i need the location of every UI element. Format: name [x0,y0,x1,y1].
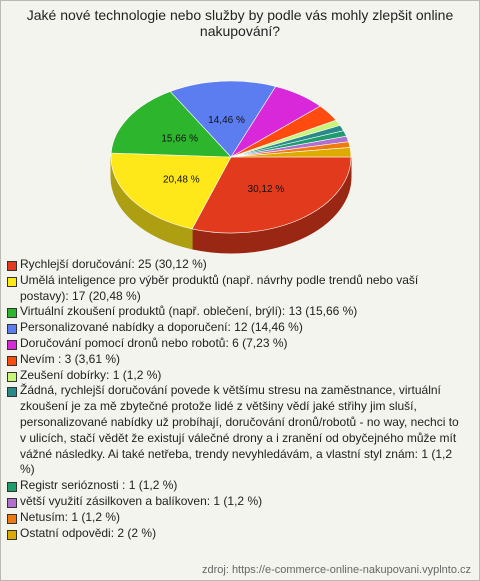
legend-item: Doručování pomocí dronů nebo robotů: 6 (… [7,336,463,352]
source: zdroj: https://e-commerce-online-nakupov… [201,564,471,576]
legend-swatch [7,355,17,366]
legend: Rychlejší doručování: 25 (30,12 %) Umělá … [7,257,463,541]
legend-item: Umělá inteligence pro výběr produktů (na… [7,273,463,305]
legend-item: Žádná, rychlejší doručování povede k vět… [7,383,463,478]
legend-swatch [7,339,17,350]
legend-label: Nevím : 3 (3,61 %) [20,351,121,366]
slice [230,147,352,158]
data-label: 15,66 % [161,133,198,144]
legend-swatch [7,261,17,271]
legend-label: Doručování pomocí dronů nebo robotů: 6 (… [20,335,288,350]
legend-swatch [7,529,17,540]
legend-item: Zeušení dobírky: 1 (1,2 %) [7,368,463,384]
legend-item: Ostatní odpovědi: 2 (2 %) [7,526,463,542]
legend-swatch [7,324,17,335]
data-label: 30,12 % [248,184,285,195]
legend-swatch [7,308,17,319]
data-label: 20,48 % [163,174,200,185]
legend-swatch [7,482,17,493]
slice [191,156,352,234]
slice [169,80,277,158]
data-label: 14,46 % [208,115,245,126]
legend-label: Netusím: 1 (1,2 %) [20,509,121,524]
pie-area: 30,12 % 20,48 % 15,66 % 14,46 % [110,80,352,254]
legend-label: Umělá inteligence pro výběr produktů (na… [20,272,419,303]
legend-label: Rychlejší doručování: 25 (30,12 %) [20,257,207,271]
legend-swatch [7,387,17,398]
slice [110,91,232,158]
legend-item: Nevím : 3 (3,61 %) [7,352,463,368]
legend-item: větší využití zásilkoven a balíkoven: 1 … [7,494,463,510]
legend-swatch [7,276,17,287]
legend-item: Virtuální zkoušení produktů (např. obleč… [7,304,463,320]
legend-item: Netusím: 1 (1,2 %) [7,510,463,526]
slice [110,152,232,230]
legend-label: Personalizované nabídky a doporučení: 12… [20,320,303,335]
legend-item: Personalizované nabídky a doporučení: 12… [7,320,463,336]
chart-title: Jaké nové technologie nebo služby by pod… [26,7,454,39]
legend-swatch [7,513,17,524]
legend-item: Registr serióznosti : 1 (1,2 %) [7,478,463,494]
legend-label: Žádná, rychlejší doručování povede k vět… [20,383,459,477]
legend-swatch [7,497,17,508]
legend-label: větší využití zásilkoven a balíkoven: 1 … [20,493,263,508]
legend-label: Registr serióznosti : 1 (1,2 %) [20,478,178,493]
legend-label: Ostatní odpovědi: 2 (2 %) [20,525,157,540]
legend-label: Zeušení dobírky: 1 (1,2 %) [20,367,162,382]
legend-label: Virtuální zkoušení produktů (např. obleč… [20,304,358,319]
legend-item: Rychlejší doručování: 25 (30,12 %) [7,257,463,273]
legend-swatch [7,371,17,382]
